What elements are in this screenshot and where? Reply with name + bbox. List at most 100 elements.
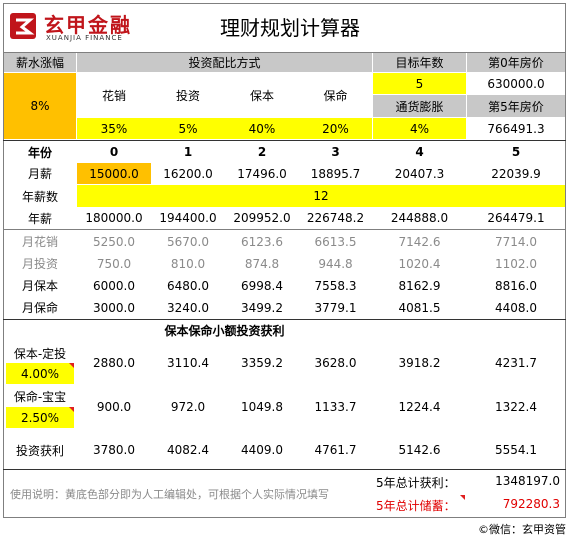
total-savings-label: 5年总计储蓄： <box>376 499 456 513</box>
annual-2: 209952.0 <box>233 211 291 225</box>
alloc-invest-label: 投资 <box>175 89 200 103</box>
m-spend-2: 6123.6 <box>241 234 283 249</box>
monthly-2: 17496.0 <box>237 166 287 181</box>
safe-profit-1: 3110.4 <box>167 356 209 370</box>
m-spend-0: 5250.0 <box>93 234 135 249</box>
m-life-5: 4408.0 <box>495 300 537 315</box>
annual-label: 年薪 <box>27 211 52 226</box>
m-spend-5: 7714.0 <box>495 234 537 249</box>
total-profit-0: 3780.0 <box>93 443 135 457</box>
m-safe-0: 6000.0 <box>93 278 135 293</box>
monthly-3: 18895.7 <box>310 166 361 181</box>
monthly-5: 22039.9 <box>491 166 541 181</box>
total-profit-3: 4761.7 <box>314 443 357 457</box>
m-life-0: 3000.0 <box>93 300 135 315</box>
m-life-4: 4081.5 <box>398 300 441 315</box>
logo: 玄甲金融 XUANJIA FINANCE <box>8 6 158 46</box>
annual-3: 226748.2 <box>306 211 365 225</box>
m-invest-1: 810.0 <box>170 256 206 271</box>
safe-profit-0: 2880.0 <box>93 356 135 370</box>
monthly-4: 20407.3 <box>394 166 445 181</box>
m-safe-2: 6998.4 <box>241 278 283 293</box>
monthly-1: 16200.0 <box>163 166 213 181</box>
alloc-invest-input[interactable]: 5% <box>151 118 225 139</box>
calculator-frame <box>3 3 566 518</box>
alloc-safe-input[interactable]: 40% <box>225 118 299 139</box>
m-invest-5: 1102.0 <box>495 256 537 271</box>
m-life-2: 3499.2 <box>241 300 283 315</box>
comment-marker-icon <box>69 363 74 368</box>
m-invest-3: 944.8 <box>318 256 353 271</box>
credit-text: ©微信：玄甲资管 <box>478 523 566 536</box>
year-label: 年份 <box>27 145 52 160</box>
m-life-label: 月保命 <box>21 301 58 315</box>
page-title: 理财规划计算器 <box>220 15 360 40</box>
m-life-1: 3240.0 <box>167 300 209 315</box>
monthly-0-input[interactable]: 15000.0 <box>77 163 151 184</box>
safe-rate-input[interactable]: 4.00% <box>6 363 74 384</box>
months-label: 年薪数 <box>21 189 58 204</box>
total-profit-1: 4082.4 <box>167 443 209 457</box>
total-profit-value: 1348197.0 <box>495 474 560 488</box>
safe-profit-2: 3359.2 <box>241 356 283 370</box>
months-input[interactable]: 12 <box>77 185 565 207</box>
m-safe-3: 7558.3 <box>314 278 357 293</box>
salary-growth-label: 薪水涨幅 <box>4 53 76 72</box>
usage-note: 使用说明：黄底色部分即为人工编辑处，可根据个人实际情况填写 <box>10 488 329 501</box>
total-savings-value: 792280.3 <box>502 497 560 511</box>
life-profit-label: 保命-宝宝 <box>13 389 67 404</box>
annual-0: 180000.0 <box>85 211 143 225</box>
m-safe-4: 8162.9 <box>398 278 441 293</box>
alloc-spend-input[interactable]: 35% <box>77 118 151 139</box>
year-2: 2 <box>257 145 267 159</box>
year-4: 4 <box>415 145 424 159</box>
price-y5-label: 第5年房价 <box>467 95 565 117</box>
life-profit-2: 1049.8 <box>241 400 283 414</box>
logo-cn-text: 玄甲金融 <box>44 13 132 37</box>
annual-4: 244888.0 <box>390 211 449 225</box>
logo-en-text: XUANJIA FINANCE <box>46 34 123 42</box>
safe-profit-5: 4231.7 <box>495 356 537 370</box>
safe-profit-3: 3628.0 <box>314 356 357 370</box>
alloc-spend-label: 花销 <box>101 89 126 103</box>
alloc-life-input[interactable]: 20% <box>299 118 372 139</box>
m-safe-label: 月保本 <box>21 279 58 293</box>
total-profit-4: 5142.6 <box>398 443 441 457</box>
m-spend-label: 月花销 <box>21 235 58 249</box>
target-years-input[interactable]: 5 <box>373 73 466 94</box>
life-profit-5: 1322.4 <box>495 400 537 414</box>
year-3: 3 <box>331 145 340 159</box>
inflation-label: 通货膨胀 <box>373 95 466 117</box>
total-profit-row-label: 投资获利 <box>15 443 64 458</box>
life-rate-input[interactable]: 2.50% <box>6 407 74 428</box>
alloc-label: 投资配比方式 <box>77 53 372 72</box>
year-1: 1 <box>183 145 193 159</box>
target-years-label: 目标年数 <box>373 53 466 72</box>
m-invest-2: 874.8 <box>244 256 280 271</box>
year-5: 5 <box>511 145 521 159</box>
inflation-input[interactable]: 4% <box>373 118 466 139</box>
logo-mark-icon <box>10 13 36 39</box>
life-profit-4: 1224.4 <box>398 400 441 414</box>
m-safe-5: 8816.0 <box>495 278 537 293</box>
salary-growth-input[interactable]: 8% <box>4 73 76 139</box>
profit-title: 保本保命小额投资获利 <box>164 323 285 338</box>
m-invest-4: 1020.4 <box>398 256 441 271</box>
alloc-safe-label: 保本 <box>249 89 274 103</box>
price-y0-value: 630000.0 <box>487 76 545 91</box>
alloc-life-label: 保命 <box>323 89 348 103</box>
comment-marker-icon <box>69 407 74 412</box>
m-spend-3: 6613.5 <box>314 234 357 249</box>
monthly-label: 月薪 <box>27 167 52 181</box>
life-profit-3: 1133.7 <box>314 400 357 414</box>
annual-1: 194400.0 <box>159 211 217 225</box>
m-invest-0: 750.0 <box>96 256 132 271</box>
m-invest-label: 月投资 <box>21 257 58 271</box>
m-spend-4: 7142.6 <box>398 234 441 249</box>
safe-profit-label: 保本-定投 <box>13 346 67 361</box>
comment-marker-icon <box>460 495 465 500</box>
year-0: 0 <box>109 145 119 159</box>
annual-5: 264479.1 <box>487 211 545 225</box>
m-safe-1: 6480.0 <box>167 278 209 293</box>
safe-profit-4: 3918.2 <box>398 356 441 370</box>
